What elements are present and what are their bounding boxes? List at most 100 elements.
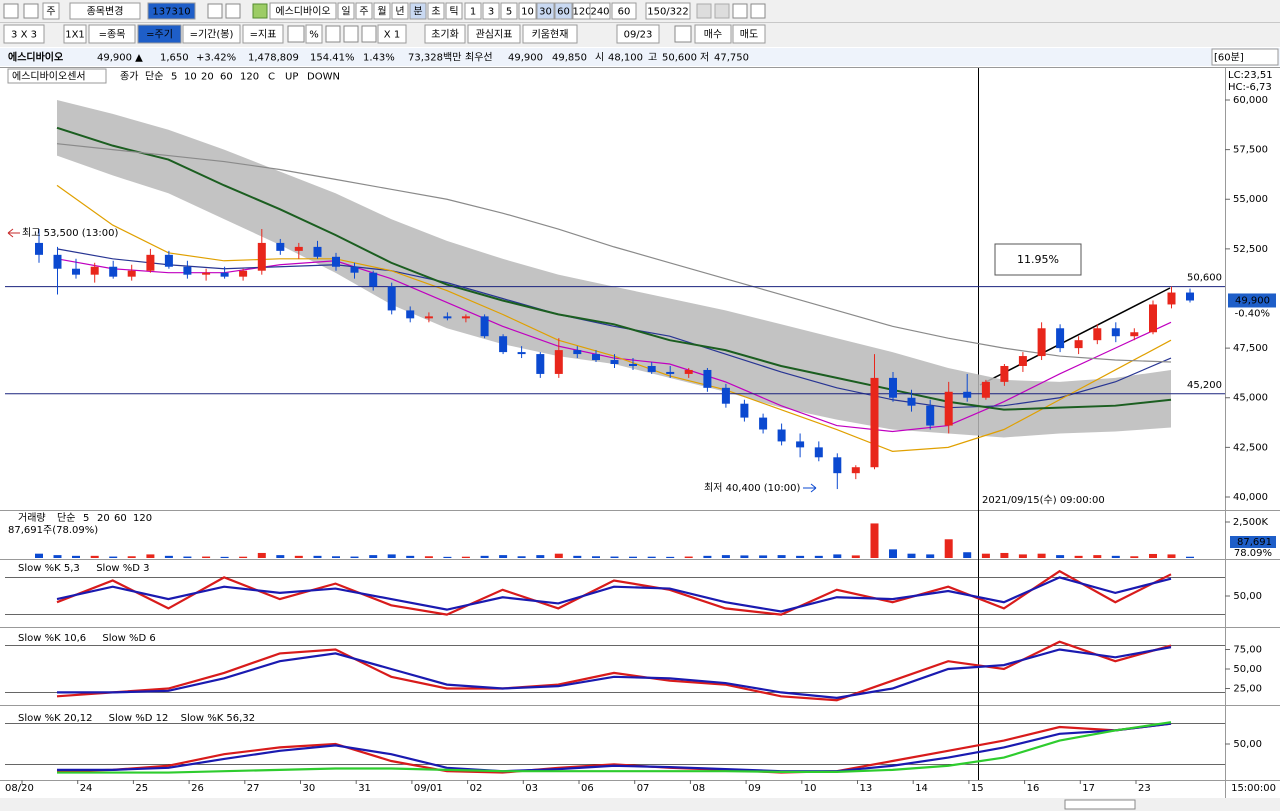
x-tick-label: 08 [692,783,705,794]
toolbar-label: 일 [341,6,350,18]
zoom-slider[interactable] [1064,799,1136,810]
icon[interactable] [696,3,712,19]
legend-entry: 60 [220,72,233,83]
toolbar-button[interactable] [464,2,482,20]
toolbar-button[interactable] [445,2,463,20]
y-tick-label: 47,500 [1233,343,1268,354]
toolbar-button[interactable] [424,24,466,44]
toolbar-button[interactable] [63,24,87,44]
toolbar-button[interactable] [88,24,136,44]
toolbar-button[interactable] [377,24,407,44]
toolbar-button[interactable] [589,2,611,20]
x-tick-label: 08/20 [5,783,34,794]
candle-body [777,429,786,442]
x-tick-label: 07 [637,783,650,794]
toolbar-button[interactable] [147,2,196,20]
toolbar-button[interactable] [242,24,284,44]
toolbar-button[interactable] [373,2,391,20]
toolbar-button[interactable] [427,2,445,20]
toolbar-button[interactable] [645,2,691,20]
toolbar-button[interactable] [355,2,373,20]
high-annotation: 최고 53,500 (13:00) [22,227,118,239]
legend-entry: 단순 [57,512,75,524]
toolbar-label: % [309,30,319,41]
toolbar-button[interactable] [69,2,141,20]
volume-last-ratio: 78.09% [1234,548,1272,559]
y-tick-label: 60,000 [1233,95,1268,106]
x-tick-label: 14 [915,783,928,794]
toolbar-button[interactable] [611,2,637,20]
candle-body [740,403,749,418]
toolbar-button[interactable] [337,2,355,20]
volume-bar [573,555,582,558]
icon[interactable] [3,3,19,19]
icon[interactable] [23,3,39,19]
window-controls[interactable] [1211,48,1279,66]
toolbar-button[interactable] [137,24,182,44]
volume-bar [536,555,545,558]
x-tick-label: 02 [470,783,483,794]
toolbar-button[interactable] [409,2,427,20]
x-tick-label: 30 [303,783,316,794]
volume-bar [721,555,730,558]
volume-bar [870,523,879,558]
candle-body [517,352,526,355]
toolbar-label: 240 [590,7,609,18]
info-text: 49,900 ▲ [97,53,143,64]
search-icon[interactable] [207,3,223,19]
toolbar-button[interactable] [482,2,500,20]
toolbar-button[interactable] [391,2,409,20]
toolbar-button[interactable] [554,2,573,20]
legend-entry: 20 [201,72,214,83]
volume-bar [35,553,43,558]
toolbar-button[interactable] [42,2,60,20]
x-tick-label: 16 [1027,783,1040,794]
info-bar-bg [0,48,1280,66]
toolbar-button[interactable] [3,24,45,44]
volume-bar [220,556,229,558]
toolbar-button[interactable] [616,24,660,44]
candle-body [387,286,396,311]
scrollbar[interactable] [0,798,1280,811]
volume-last-box [1230,536,1276,548]
move-icon[interactable] [287,25,305,43]
toolbar-label: =기간(봉) [190,29,234,41]
toolbar-button[interactable] [182,24,241,44]
nav-icon[interactable] [361,25,377,43]
toolbar-button[interactable] [518,2,537,20]
y-tick-label: 57,500 [1233,145,1268,156]
toolbar-button[interactable] [694,24,732,44]
toolbar-button[interactable] [536,2,555,20]
icon[interactable] [714,3,730,19]
toolbar-label: 120 [572,7,591,18]
toolbar-button[interactable] [522,24,578,44]
toolbar-label: 년 [395,6,404,18]
save-icon[interactable] [732,3,748,19]
toolbar-button[interactable] [732,24,766,44]
sound-icon[interactable] [225,3,241,19]
toolbar-label: =주기 [146,29,173,41]
volume-bar [53,555,62,558]
candle-body [164,254,173,267]
candle-body [1186,292,1194,301]
candle-body [926,405,935,426]
y-tick-label: 40,000 [1233,492,1268,503]
candle-body [1018,356,1027,366]
new-icon[interactable] [252,3,268,19]
candle-body [944,391,953,426]
toolbar-button[interactable] [305,24,323,44]
toolbar-label: 종목변경 [87,5,124,18]
volume-bar [480,555,489,558]
icon[interactable] [674,25,692,43]
toolbar-button[interactable] [269,2,337,20]
toolbar-button[interactable] [467,24,521,44]
settings-icon[interactable] [750,3,766,19]
y-tick-label: 2,500K [1233,517,1269,528]
ratio-annotation: 11.95% [1017,253,1059,266]
toolbar-label: 주 [46,7,55,18]
nav-icon[interactable] [325,25,341,43]
candle-body [1000,365,1009,382]
nav-icon[interactable] [343,25,359,43]
candle-body [629,364,637,366]
toolbar-button[interactable] [500,2,518,20]
